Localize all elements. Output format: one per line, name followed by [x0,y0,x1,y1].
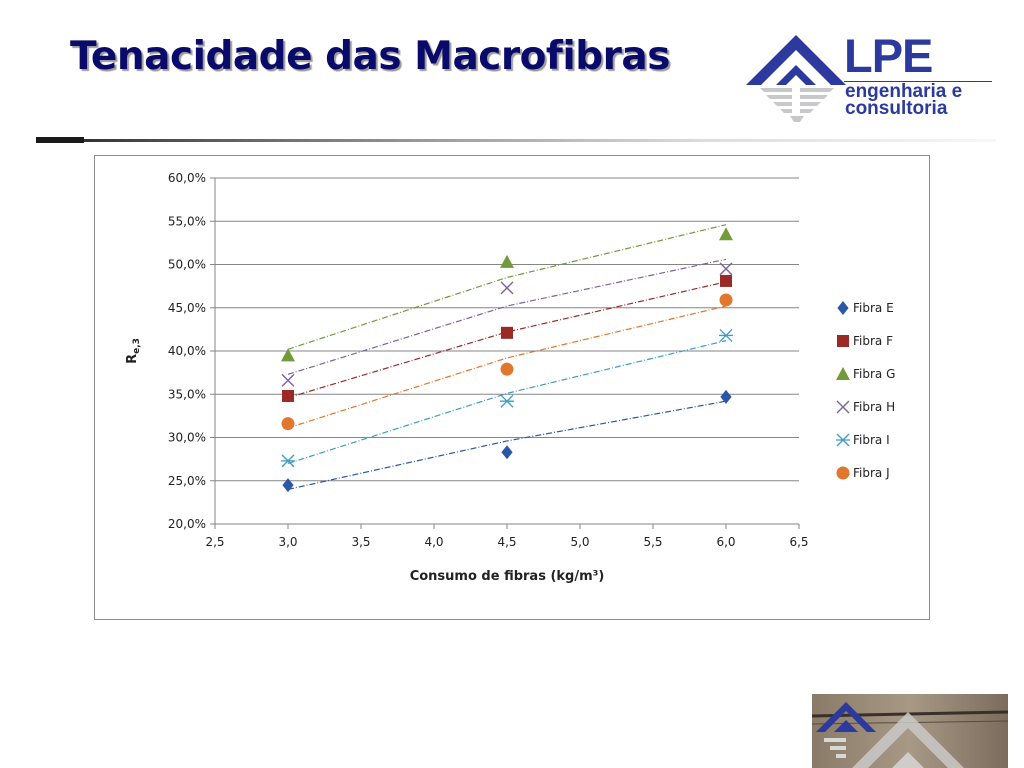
legend-marker [836,466,850,480]
logo-divider [844,81,992,82]
title-rule-accent [36,137,84,143]
data-point [501,326,513,339]
trend-line [287,281,727,399]
legend-entry: Fibra I [836,433,890,447]
y-tick-label: 45,0% [168,301,206,315]
trend-line [287,258,727,375]
x-tick-label: 3,0 [278,535,297,549]
legend-marker [836,400,850,414]
chart: 20,0% 25,0% 30,0% 35,0% 40,0% 45,0% 50,0% 55,0%… [125,171,895,584]
legend-label: Fibra H [853,400,895,414]
y-tick-label: 55,0% [168,214,206,228]
corner-thumbnail [812,694,1008,768]
data-point [501,445,513,460]
trend-line [287,305,727,429]
x-axis-label: Consumo de fibras (kg/m³) [410,569,605,584]
legend-entry: Fibra E [837,301,894,315]
data-point [281,417,295,431]
legend-label: Fibra F [853,334,893,348]
data-point [282,478,294,493]
x-tick-label: 6,5 [789,535,808,549]
x-tick-label: 2,5 [205,535,224,549]
series-fibra-h [281,258,733,387]
logo-brand: LPE [844,29,933,82]
y-tick-label: 20,0% [168,517,206,531]
logo-tagline: engenharia e consultoria [845,81,963,119]
legend-entry: Fibra F [837,334,893,348]
data-point [719,262,733,276]
x-tick-label: 5,0 [570,535,589,549]
legend-marker [836,367,850,380]
title-rule [36,139,996,142]
y-tick-label: 30,0% [168,431,206,445]
legend-entry: Fibra J [836,466,890,480]
legend-marker [837,335,849,347]
trend-line [287,400,727,490]
data-point [281,348,295,362]
legend-marker [837,301,849,315]
data-point [500,394,514,408]
data-point [281,454,295,468]
data-point [719,227,733,241]
series-fibra-g [281,224,733,362]
y-tick-label: 25,0% [168,474,206,488]
data-point [720,389,732,404]
legend-entry: Fibra G [836,367,895,381]
y-tick-label: 40,0% [168,344,206,358]
legend-entry: Fibra H [836,400,895,414]
data-point [500,362,514,376]
data-point [719,328,733,342]
data-point [282,389,294,402]
data-point [719,293,733,307]
logo-tagline-line2: consultoria [845,98,948,119]
chart-frame: 20,0% 25,0% 30,0% 35,0% 40,0% 45,0% 50,0% 55,0%… [94,155,930,620]
series-fibra-e [282,389,732,493]
data-point [500,254,514,268]
data-point [281,373,295,387]
legend-label: Fibra I [853,433,890,447]
legend-marker [836,433,850,447]
series-fibra-j [281,293,733,431]
data-point [500,281,514,295]
x-tick-label: 4,5 [497,535,516,549]
y-tick-label: 60,0% [168,171,206,185]
x-tick-label: 6,0 [716,535,735,549]
logo-tagline-line1: engenharia e [845,81,963,102]
legend-label: Fibra G [853,367,895,381]
legend-label: Fibra E [853,301,894,315]
lpe-logo [746,35,846,122]
series-fibra-i [281,328,733,468]
y-tick-label: 50,0% [168,258,206,272]
x-tick-label: 4,0 [424,535,443,549]
slide-title: Tenacidade das Macrofibras [70,34,670,79]
y-tick-label: 35,0% [168,387,206,401]
data-point [720,274,732,287]
x-tick-label: 5,5 [643,535,662,549]
x-tick-label: 3,5 [351,535,370,549]
legend-label: Fibra J [853,466,890,480]
y-axis-label: Re,3 [125,338,142,364]
series-fibra-f [282,274,732,402]
